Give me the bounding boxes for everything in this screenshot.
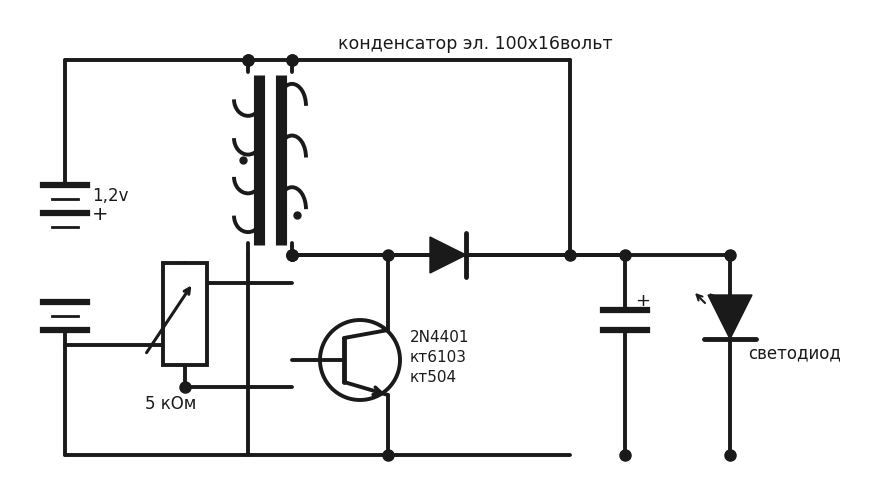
Text: кт6103: кт6103 — [410, 350, 467, 365]
FancyBboxPatch shape — [163, 263, 207, 365]
Text: кт504: кт504 — [410, 370, 457, 385]
Polygon shape — [708, 295, 752, 339]
Text: светодиод: светодиод — [748, 344, 841, 362]
Text: конденсатор эл. 100х16вольт: конденсатор эл. 100х16вольт — [338, 35, 613, 53]
Text: 5 кОм: 5 кОм — [145, 395, 197, 413]
Text: 1,2v: 1,2v — [92, 187, 129, 205]
Polygon shape — [430, 237, 466, 273]
Text: +: + — [92, 205, 108, 224]
Text: 2N4401: 2N4401 — [410, 330, 469, 345]
Text: +: + — [635, 292, 650, 310]
